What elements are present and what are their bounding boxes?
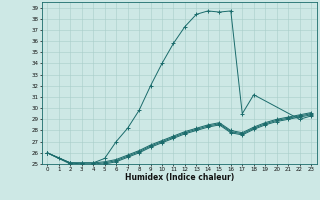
X-axis label: Humidex (Indice chaleur): Humidex (Indice chaleur) — [124, 173, 234, 182]
